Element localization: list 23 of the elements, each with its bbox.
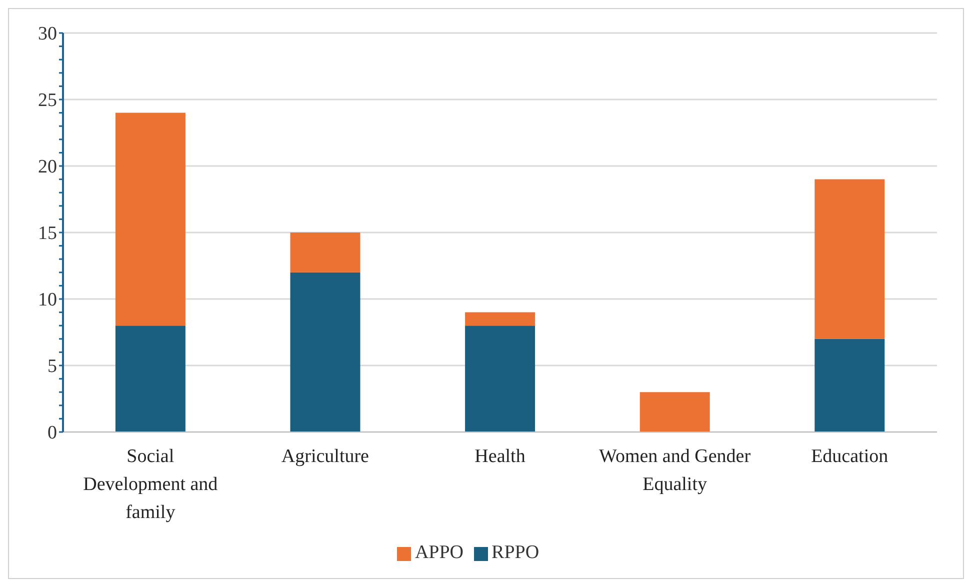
x-tick-label: Education [811, 446, 889, 467]
legend-label: APPO [414, 542, 464, 563]
bar [290, 232, 360, 272]
bar [115, 326, 186, 432]
y-tick-label: 25 [38, 90, 57, 112]
bar [814, 338, 885, 432]
y-tick-label: 10 [38, 290, 57, 311]
bar [115, 112, 186, 326]
y-tick-label: 0 [48, 422, 57, 444]
bar [290, 272, 360, 432]
y-tick-label: 20 [38, 156, 57, 178]
y-tick-label: 15 [38, 223, 57, 244]
bar [465, 326, 536, 432]
legend-label: RPPO [492, 542, 540, 563]
bar [814, 179, 885, 339]
x-tick-label: Health [474, 446, 526, 467]
bar [640, 392, 710, 432]
bar [465, 312, 536, 326]
x-tick-label: Agriculture [281, 446, 369, 467]
x-tick-label: Women and Gender Equality [599, 446, 752, 495]
x-tick-label: Social Development and family [83, 446, 218, 523]
y-tick-label: 5 [48, 356, 57, 378]
y-tick-label: 30 [38, 24, 57, 45]
